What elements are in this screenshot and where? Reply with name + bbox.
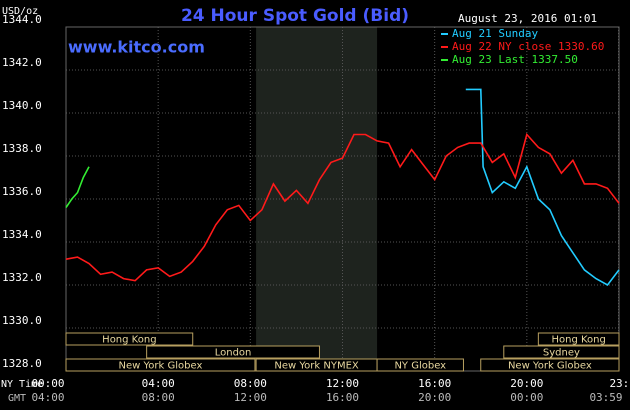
y-tick-label: 1328.0 bbox=[2, 357, 42, 370]
website: www.kitco.com bbox=[68, 38, 205, 57]
legend-label: Aug 21 Sunday bbox=[452, 27, 538, 40]
x-tick-label: 04:00 bbox=[142, 377, 175, 390]
y-tick-label: 1340.0 bbox=[2, 99, 42, 112]
session-label: Hong Kong bbox=[551, 335, 605, 346]
session-label: New York Globex bbox=[508, 361, 592, 372]
y-tick-label: 1338.0 bbox=[2, 142, 42, 155]
series-line bbox=[465, 88, 620, 287]
session-label: NY Globex bbox=[394, 361, 446, 372]
x-tick-label: 20:00 bbox=[510, 377, 543, 390]
y-tick-label: 1342.0 bbox=[2, 56, 42, 69]
session-label: Sydney bbox=[543, 348, 580, 359]
highlight-band bbox=[256, 27, 378, 371]
session-label: New York NYMEX bbox=[274, 361, 359, 372]
timestamp: August 23, 2016 01:01 bbox=[458, 12, 597, 25]
x2-axis-label: GMT bbox=[8, 393, 26, 404]
session-label: London bbox=[215, 348, 252, 359]
y-axis-label: USD/oz bbox=[2, 6, 38, 17]
session-box bbox=[503, 345, 620, 359]
y-tick-label: 1332.0 bbox=[2, 271, 42, 284]
y-tick-label: 1336.0 bbox=[2, 185, 42, 198]
session-box bbox=[376, 358, 464, 372]
y-tick-label: 1344.0 bbox=[2, 13, 42, 26]
x-axis-label: NY Time bbox=[1, 379, 43, 390]
x2-tick-label: 08:00 bbox=[142, 391, 175, 404]
legend-label: Aug 23 Last 1337.50 bbox=[452, 53, 578, 66]
session-label: New York Globex bbox=[119, 361, 203, 372]
session-box bbox=[537, 332, 620, 346]
x-tick-label: 08:00 bbox=[234, 377, 267, 390]
x2-tick-label: 16:00 bbox=[326, 391, 359, 404]
session-label: Hong Kong bbox=[102, 335, 156, 346]
x2-tick-label: 00:00 bbox=[510, 391, 543, 404]
session-box bbox=[65, 358, 256, 372]
x2-tick-label: 04:00 bbox=[31, 391, 64, 404]
chart-title: 24 Hour Spot Gold (Bid) bbox=[181, 6, 409, 26]
y-tick-label: 1334.0 bbox=[2, 228, 42, 241]
x-tick-label: 23:59 bbox=[609, 377, 630, 390]
session-box bbox=[65, 332, 194, 346]
y-tick-label: 1330.0 bbox=[2, 314, 42, 327]
x2-tick-label: 03:59 bbox=[589, 391, 622, 404]
x-tick-label: 12:00 bbox=[326, 377, 359, 390]
session-box bbox=[146, 345, 320, 359]
session-box bbox=[480, 358, 620, 372]
x2-tick-label: 20:00 bbox=[418, 391, 451, 404]
series-line bbox=[65, 166, 90, 209]
legend-label: Aug 22 NY close 1330.60 bbox=[452, 40, 604, 53]
series-line bbox=[65, 132, 620, 282]
x-tick-label: 00:00 bbox=[31, 377, 64, 390]
x2-tick-label: 12:00 bbox=[234, 391, 267, 404]
x-tick-label: 16:00 bbox=[418, 377, 451, 390]
